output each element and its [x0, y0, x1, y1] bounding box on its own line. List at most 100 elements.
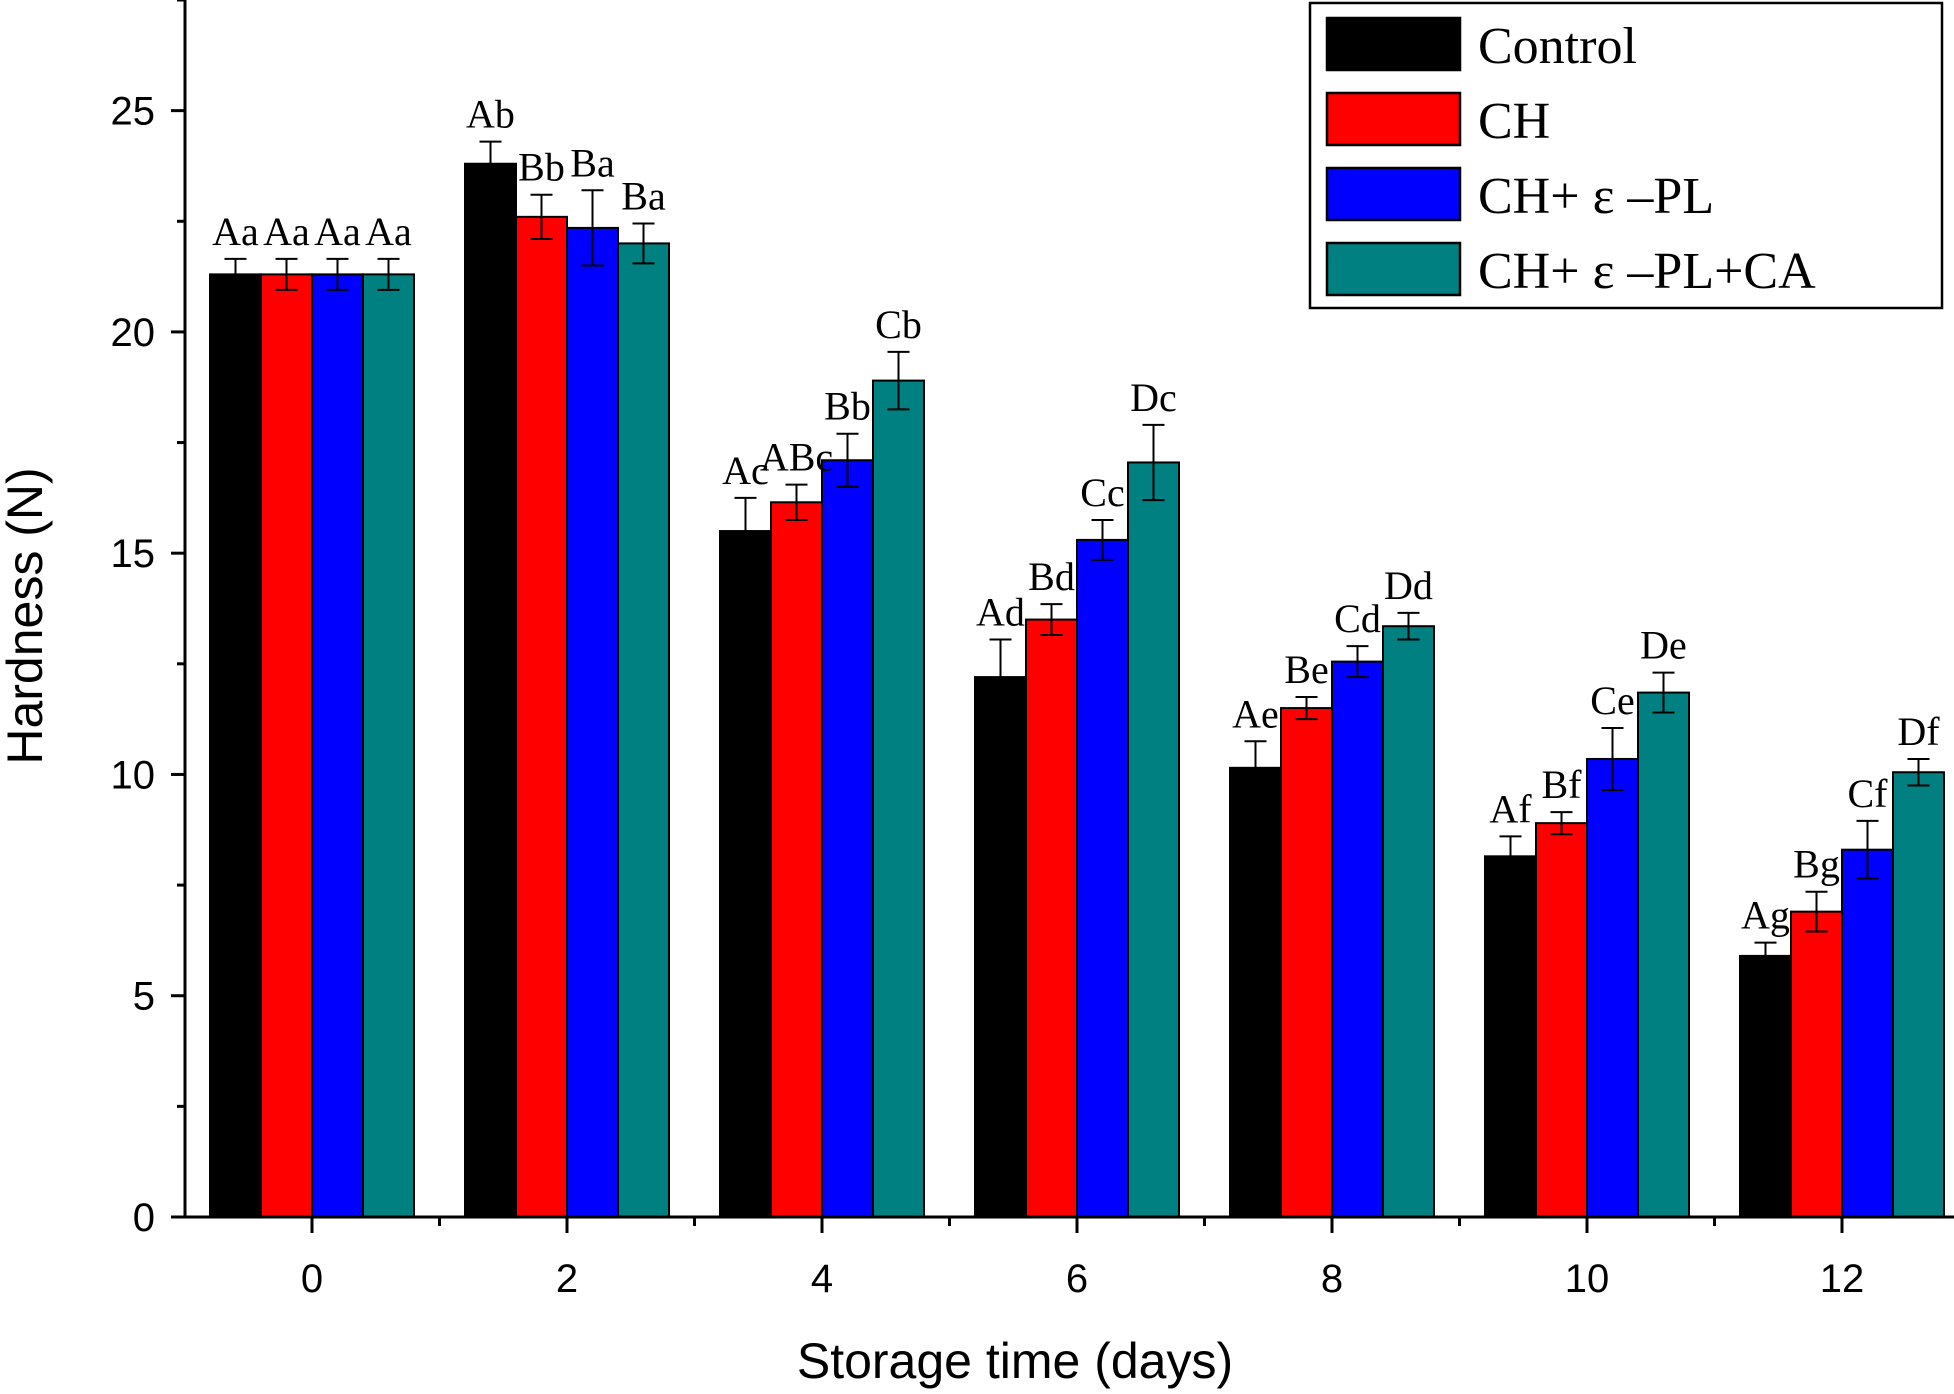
error-bar-6-3: [1907, 757, 1930, 787]
significance-label-2-2: Bb: [824, 384, 871, 429]
significance-label-5-3: De: [1640, 623, 1687, 668]
error-bar-2-2: [836, 432, 859, 488]
bar-2-3: [872, 379, 925, 1218]
bar-6-1: [1790, 910, 1843, 1218]
legend-swatch-2: [1325, 166, 1462, 222]
error-bar-0-3: [377, 257, 400, 291]
error-bar-4-3: [1397, 611, 1420, 641]
significance-label-2-3: Cb: [875, 302, 922, 347]
bar-5-1: [1535, 822, 1588, 1218]
bar-1-0: [464, 162, 517, 1218]
bar-3-1: [1025, 618, 1078, 1218]
legend-label-2: CH+ ε –PL: [1478, 168, 1714, 225]
significance-label-5-2: Ce: [1590, 678, 1634, 723]
significance-label-5-0: Af: [1489, 786, 1532, 831]
legend-swatch-1: [1325, 91, 1462, 147]
bar-4-0: [1229, 766, 1282, 1218]
significance-label-4-1: Be: [1284, 647, 1328, 692]
significance-label-5-1: Bf: [1542, 762, 1583, 807]
error-bar-3-1: [1040, 603, 1063, 637]
x-tick-label-5: 10: [1565, 1257, 1610, 1301]
significance-label-1-3: Ba: [621, 173, 666, 218]
significance-label-3-3: Dc: [1130, 375, 1177, 420]
error-bar-2-1: [785, 483, 808, 521]
legend-swatch-3: [1325, 241, 1462, 297]
legend-label-3: CH+ ε –PL+CA: [1478, 243, 1816, 300]
significance-label-3-1: Bd: [1028, 554, 1075, 599]
bar-0-3: [362, 273, 415, 1218]
error-bar-1-0: [479, 140, 502, 187]
bar-0-1: [260, 273, 313, 1218]
legend-item-2: CH+ ε –PL: [1325, 166, 1714, 225]
significance-label-2-1: ABc: [760, 435, 833, 480]
bar-4-1: [1280, 707, 1333, 1219]
error-bar-4-1: [1295, 696, 1318, 721]
significance-label-4-0: Ae: [1232, 691, 1279, 736]
significance-label-4-3: Dd: [1384, 563, 1433, 608]
bars-layer: [209, 162, 1945, 1219]
legend-item-0: Control: [1325, 16, 1637, 75]
error-bar-6-0: [1754, 941, 1777, 971]
bar-6-2: [1841, 848, 1894, 1218]
y-tick-label-4: 20: [111, 311, 156, 355]
legend-item-3: CH+ ε –PL+CA: [1325, 241, 1816, 300]
y-tick-label-1: 5: [133, 975, 155, 1019]
error-bar-1-3: [632, 222, 655, 265]
bar-1-3: [617, 242, 670, 1218]
legend-item-1: CH: [1325, 91, 1550, 150]
bar-6-0: [1739, 954, 1792, 1218]
bar-5-0: [1484, 855, 1537, 1218]
significance-label-6-0: Ag: [1741, 893, 1790, 938]
significance-label-6-1: Bg: [1793, 842, 1840, 887]
bar-1-1: [515, 215, 568, 1218]
significance-label-4-2: Cd: [1334, 596, 1381, 641]
legend: Control CH CH+ ε –PL CH+ ε –PL+CA: [1308, 1, 1944, 310]
bar-3-2: [1076, 538, 1129, 1218]
significance-label-3-0: Ad: [976, 589, 1025, 634]
error-bar-2-3: [887, 350, 910, 411]
bar-3-3: [1127, 461, 1180, 1218]
error-bar-0-0: [224, 257, 247, 291]
significance-label-0-3: Aa: [365, 209, 412, 254]
bar-4-3: [1382, 625, 1435, 1218]
significance-label-1-1: Bb: [518, 145, 565, 190]
error-bars-layer: [224, 140, 1930, 971]
y-tick-label-5: 25: [111, 90, 156, 134]
significance-label-3-2: Cc: [1080, 470, 1124, 515]
x-tick-label-2: 4: [811, 1257, 833, 1301]
bar-5-3: [1637, 691, 1690, 1218]
x-tick-label-6: 12: [1820, 1257, 1865, 1301]
error-bar-0-2: [326, 257, 349, 291]
y-tick-label-3: 15: [111, 532, 156, 576]
significance-label-1-2: Ba: [570, 140, 615, 185]
error-bar-4-0: [1244, 740, 1267, 796]
error-bar-2-0: [734, 496, 757, 566]
error-bar-3-2: [1091, 518, 1114, 561]
error-bar-1-2: [581, 189, 604, 267]
significance-label-6-3: Df: [1897, 709, 1940, 754]
y-tick-label-0: 0: [133, 1196, 155, 1240]
bar-2-0: [719, 530, 772, 1218]
bar-2-1: [770, 501, 823, 1219]
y-tick-label-2: 10: [111, 753, 156, 797]
error-bar-6-2: [1856, 819, 1879, 880]
error-bar-0-1: [275, 257, 298, 291]
legend-swatch-0: [1325, 16, 1462, 72]
error-bar-3-3: [1142, 423, 1165, 502]
x-tick-label-0: 0: [301, 1257, 323, 1301]
x-axis-title: Storage time (days): [797, 1333, 1233, 1389]
error-bar-5-0: [1499, 835, 1522, 878]
bar-3-0: [974, 676, 1027, 1218]
y-axis-title: Hardness (N): [0, 467, 53, 764]
x-tick-label-4: 8: [1321, 1257, 1343, 1301]
error-bar-3-0: [989, 638, 1012, 716]
bar-1-2: [566, 226, 619, 1219]
legend-label-0: Control: [1478, 18, 1637, 75]
significance-label-0-1: Aa: [263, 209, 310, 254]
error-bar-5-3: [1652, 671, 1675, 714]
y-ticks-layer: 0 5 10 15 20 25: [111, 0, 185, 1240]
x-tick-label-3: 6: [1066, 1257, 1088, 1301]
significance-label-0-2: Aa: [314, 209, 361, 254]
error-bar-1-1: [530, 193, 553, 240]
